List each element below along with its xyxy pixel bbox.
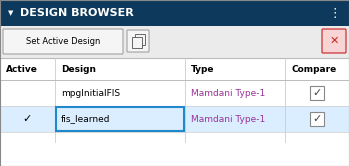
Text: ✓: ✓ [312, 114, 322, 124]
Text: ⋮: ⋮ [328, 6, 341, 19]
Bar [132, 37, 142, 48]
Bar [0, 106, 349, 132]
Text: Design: Design [61, 65, 96, 74]
Text: Mamdani Type-1: Mamdani Type-1 [191, 88, 265, 97]
Bar [56, 107, 184, 131]
Text: Active: Active [6, 65, 38, 74]
Bar [135, 34, 145, 45]
FancyBboxPatch shape [322, 29, 346, 53]
Text: ✓: ✓ [23, 114, 32, 124]
Text: DESIGN BROWSER: DESIGN BROWSER [20, 8, 134, 18]
Text: mpgInitialFIS: mpgInitialFIS [61, 88, 120, 97]
FancyBboxPatch shape [3, 29, 123, 54]
Text: Mamdani Type-1: Mamdani Type-1 [191, 115, 265, 124]
Bar [310, 112, 324, 126]
Bar [0, 0, 349, 26]
Bar [0, 80, 349, 106]
FancyBboxPatch shape [127, 30, 149, 52]
Bar [0, 58, 349, 80]
Bar [133, 38, 142, 47]
Text: ▼: ▼ [8, 10, 13, 16]
Text: Set Active Design: Set Active Design [26, 37, 100, 46]
Text: Type: Type [191, 65, 215, 74]
Bar [0, 58, 349, 166]
Text: fis_learned: fis_learned [61, 115, 111, 124]
Bar [310, 86, 324, 100]
Bar [0, 26, 349, 58]
Text: ✓: ✓ [312, 88, 322, 98]
Text: Compare: Compare [291, 65, 336, 74]
Text: ✕: ✕ [329, 36, 339, 46]
